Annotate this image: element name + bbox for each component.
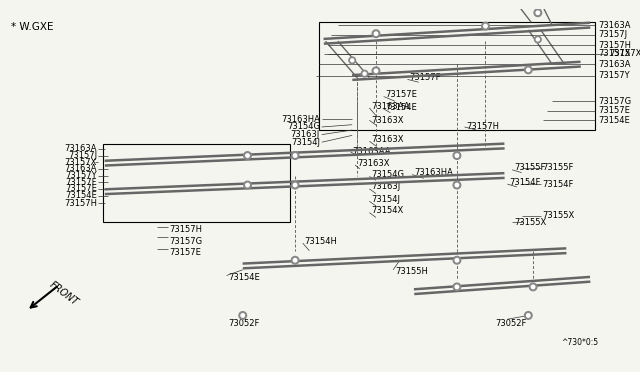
Text: 73157G: 73157G bbox=[170, 237, 203, 246]
Circle shape bbox=[534, 9, 541, 17]
Text: 73163A: 73163A bbox=[65, 164, 97, 173]
Circle shape bbox=[453, 283, 461, 291]
Text: 73157E: 73157E bbox=[598, 106, 630, 115]
Circle shape bbox=[455, 154, 459, 157]
Text: 73155F: 73155F bbox=[543, 163, 574, 172]
Text: 73163AA: 73163AA bbox=[371, 102, 410, 110]
Text: 73163A: 73163A bbox=[65, 144, 97, 153]
Circle shape bbox=[241, 314, 244, 317]
Text: 73163A: 73163A bbox=[598, 60, 630, 69]
Text: 73157H: 73157H bbox=[598, 41, 631, 49]
Text: 73154J: 73154J bbox=[371, 195, 400, 204]
Text: 73155H: 73155H bbox=[395, 267, 428, 276]
Circle shape bbox=[293, 259, 297, 262]
Circle shape bbox=[291, 181, 299, 189]
Text: * W.GXE: * W.GXE bbox=[12, 22, 54, 32]
Text: 73157X: 73157X bbox=[609, 49, 640, 58]
Text: 73154E: 73154E bbox=[385, 103, 417, 112]
Circle shape bbox=[361, 70, 368, 77]
Text: 73154H: 73154H bbox=[305, 237, 337, 246]
Circle shape bbox=[453, 152, 461, 159]
Circle shape bbox=[363, 72, 366, 75]
Text: 73163X: 73163X bbox=[371, 135, 404, 144]
Text: FRONT: FRONT bbox=[47, 280, 80, 308]
Text: 73157X: 73157X bbox=[598, 49, 630, 58]
Text: 73163AA: 73163AA bbox=[352, 147, 390, 156]
Text: 73163HA: 73163HA bbox=[281, 115, 320, 124]
Circle shape bbox=[374, 69, 378, 73]
Bar bbox=[103, 144, 291, 222]
Circle shape bbox=[536, 11, 540, 15]
Text: 73157G: 73157G bbox=[598, 97, 631, 106]
Text: 73157F: 73157F bbox=[410, 73, 441, 82]
Text: 73154E: 73154E bbox=[228, 273, 260, 282]
Text: 73163X: 73163X bbox=[371, 116, 404, 125]
Circle shape bbox=[453, 256, 461, 264]
Text: 73157J: 73157J bbox=[68, 151, 97, 160]
Circle shape bbox=[527, 314, 530, 317]
Text: 73154J: 73154J bbox=[291, 138, 320, 147]
Circle shape bbox=[291, 152, 299, 159]
Text: 73052F: 73052F bbox=[228, 318, 260, 328]
Circle shape bbox=[374, 32, 378, 35]
Text: 73154G: 73154G bbox=[287, 122, 320, 131]
Text: 73157Y: 73157Y bbox=[65, 171, 97, 180]
Text: 73154F: 73154F bbox=[509, 178, 541, 187]
Text: 73154E: 73154E bbox=[65, 191, 97, 200]
Text: 73157E: 73157E bbox=[65, 185, 97, 193]
Text: 73154X: 73154X bbox=[371, 206, 403, 215]
Circle shape bbox=[246, 154, 249, 157]
Text: 73157Y: 73157Y bbox=[598, 71, 629, 80]
Text: 73163X: 73163X bbox=[357, 158, 390, 168]
Text: 73154E: 73154E bbox=[598, 116, 630, 125]
Text: 73163HA: 73163HA bbox=[414, 168, 453, 177]
Circle shape bbox=[244, 181, 252, 189]
Circle shape bbox=[529, 283, 537, 291]
Text: 73154F: 73154F bbox=[543, 180, 574, 189]
Circle shape bbox=[244, 152, 252, 159]
Text: 73163J: 73163J bbox=[371, 182, 401, 192]
Text: 73157F: 73157F bbox=[65, 178, 97, 187]
Circle shape bbox=[349, 57, 356, 64]
Circle shape bbox=[525, 66, 532, 74]
Circle shape bbox=[291, 256, 299, 264]
Circle shape bbox=[455, 183, 459, 187]
Text: 73155F: 73155F bbox=[514, 163, 545, 172]
Text: 73157H: 73157H bbox=[64, 199, 97, 208]
Text: ^730*0:5: ^730*0:5 bbox=[562, 338, 599, 347]
Text: 73163A: 73163A bbox=[598, 20, 630, 30]
Circle shape bbox=[293, 154, 297, 157]
Circle shape bbox=[293, 183, 297, 187]
Circle shape bbox=[482, 22, 490, 30]
Text: 73157E: 73157E bbox=[170, 248, 202, 257]
Circle shape bbox=[527, 68, 530, 71]
Text: 73163J: 73163J bbox=[291, 130, 320, 139]
Text: 73154G: 73154G bbox=[371, 170, 404, 179]
Circle shape bbox=[351, 59, 354, 62]
Circle shape bbox=[246, 183, 249, 187]
Circle shape bbox=[484, 24, 487, 28]
Text: 73052F: 73052F bbox=[495, 318, 526, 328]
Text: 73157H: 73157H bbox=[467, 122, 499, 131]
Circle shape bbox=[239, 312, 246, 319]
Circle shape bbox=[525, 312, 532, 319]
Circle shape bbox=[372, 67, 380, 75]
Circle shape bbox=[531, 285, 535, 289]
Text: 73155X: 73155X bbox=[543, 211, 575, 220]
Circle shape bbox=[372, 30, 380, 38]
Circle shape bbox=[455, 259, 459, 262]
Text: 73157J: 73157J bbox=[598, 30, 627, 39]
Circle shape bbox=[453, 181, 461, 189]
Text: 73157H: 73157H bbox=[170, 225, 202, 234]
Bar bbox=[319, 22, 595, 130]
Text: 73155X: 73155X bbox=[514, 218, 547, 227]
Text: 73157E: 73157E bbox=[385, 90, 417, 99]
Circle shape bbox=[534, 36, 541, 43]
Circle shape bbox=[455, 285, 459, 289]
Circle shape bbox=[536, 38, 540, 41]
Text: 73157X: 73157X bbox=[65, 158, 97, 167]
